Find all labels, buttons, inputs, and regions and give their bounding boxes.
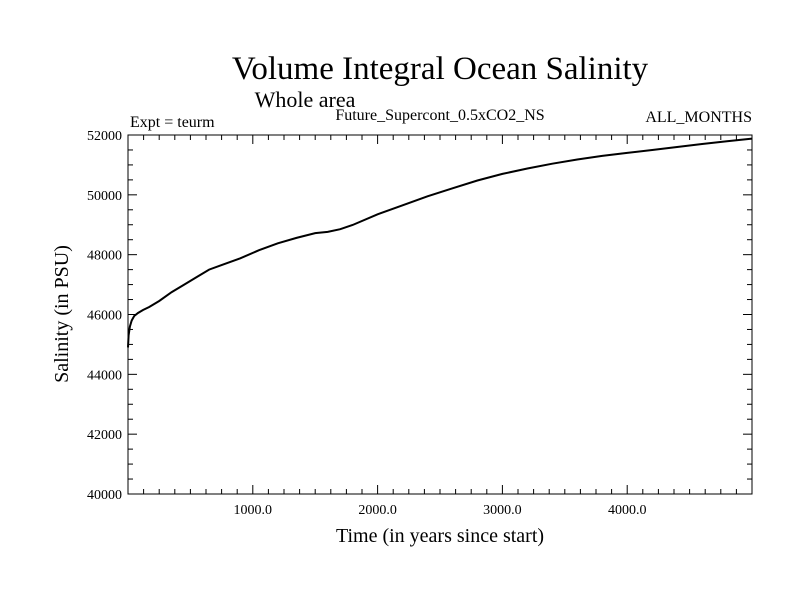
x-axis-label: Time (in years since start) [336,525,544,547]
y-tick-label: 40000 [87,488,122,503]
y-tick-label: 44000 [87,368,122,383]
x-tick-label: 3000.0 [483,503,522,518]
y-tick-label: 50000 [87,189,122,204]
y-axis-label: Salinity (in PSU) [51,245,73,383]
axis-tick-labels: 1000.0 2000.0 3000.0 4000.0 40000 42000 44000 4… [87,129,646,518]
chart-subtitle: Whole area [255,87,356,112]
axis-ticks [128,134,752,495]
chart-title: Volume Integral Ocean Salinity [232,51,649,87]
y-tick-label: 46000 [87,309,122,324]
run-name-label: Future_Supercont_0.5xCO2_NS [335,107,544,124]
plot-frame [127,134,753,495]
y-tick-label: 48000 [87,249,122,264]
x-tick-label: 2000.0 [358,503,397,518]
salinity-series-line [127,137,753,348]
x-tick-label: 1000.0 [234,503,273,518]
experiment-label: Expt = teurm [130,114,215,131]
x-tick-label: 4000.0 [608,503,647,518]
months-label: ALL_MONTHS [645,109,752,126]
y-tick-label: 42000 [87,428,122,443]
y-tick-label: 52000 [87,129,122,144]
